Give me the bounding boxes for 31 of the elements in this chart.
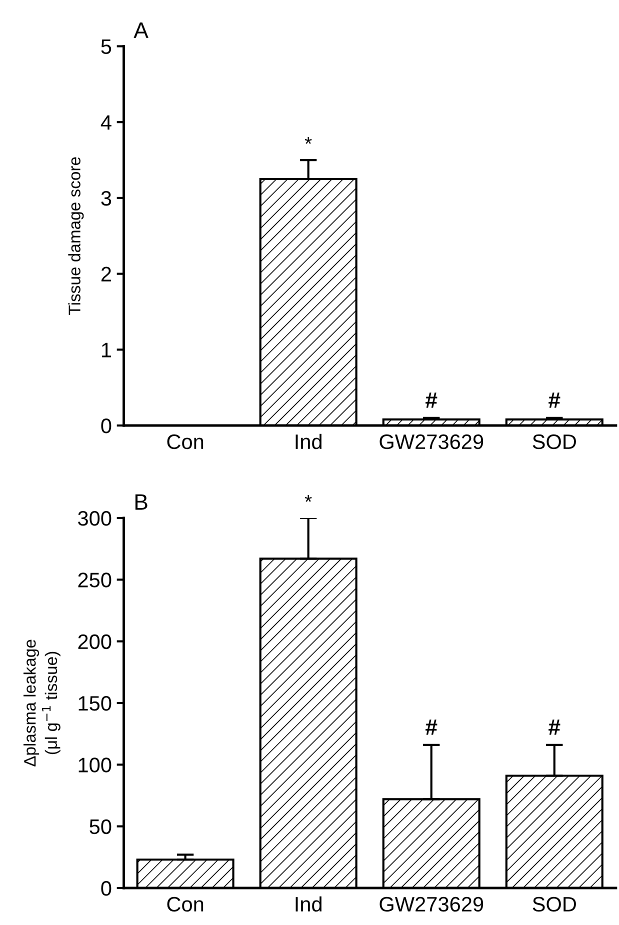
y-tick-label: 150 xyxy=(78,696,112,711)
y-tick-label: 5 xyxy=(101,39,112,54)
x-tick-label: SOD xyxy=(532,434,576,450)
y-tick-label: 250 xyxy=(78,572,112,588)
x-tick-label: GW273629 xyxy=(380,896,484,912)
chart-title: B xyxy=(135,494,148,510)
annotation: * xyxy=(304,495,312,502)
annotation: * xyxy=(304,137,312,144)
x-tick-label: Con xyxy=(167,434,204,450)
x-tick-label: SOD xyxy=(532,896,576,912)
x-tick-label: Ind xyxy=(296,896,322,912)
y-tick-label: 2 xyxy=(101,266,111,282)
y-tick-label: 4 xyxy=(100,115,112,130)
y-tick-label: 0 xyxy=(101,418,112,434)
annotation: # xyxy=(548,720,560,735)
y-tick-label: 300 xyxy=(78,511,112,526)
y-axis-title: Tissue damage score xyxy=(68,157,84,315)
x-tick-label: GW273629 xyxy=(380,434,484,450)
y-tick-label: 100 xyxy=(78,758,112,772)
x-tick-label: Ind xyxy=(296,434,322,450)
y-tick-label: 3 xyxy=(101,190,112,206)
y-axis-title: Δplasma leakage (μl g$^{−1}$ tissue) xyxy=(24,640,60,766)
y-tick-label: 0 xyxy=(101,881,112,896)
chart-title: A xyxy=(134,22,148,38)
x-tick-label: Con xyxy=(167,896,204,912)
y-tick-label: 1 xyxy=(102,342,111,358)
annotation: # xyxy=(548,392,560,408)
annotation: # xyxy=(426,720,438,735)
y-tick-label: 200 xyxy=(78,634,112,650)
y-tick-label: 50 xyxy=(90,819,112,834)
annotation: # xyxy=(426,392,438,408)
